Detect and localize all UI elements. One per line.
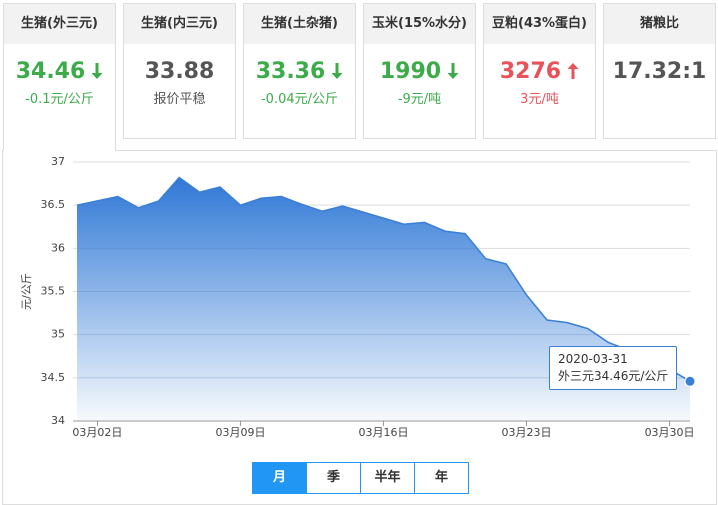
y-tick-label: 35.5 — [41, 285, 66, 298]
y-tick-label: 37 — [51, 155, 65, 168]
arrow-shape — [331, 63, 343, 79]
card-change: -0.04元/公斤 — [260, 92, 339, 107]
trend-arrow — [447, 63, 459, 79]
price-card[interactable]: 生猪(土杂猪) 33.36 -0.04元/公斤 — [243, 3, 356, 139]
x-tick-label: 03月09日 — [215, 426, 265, 439]
arrow-shape — [91, 63, 103, 79]
x-tick-label: 03月02日 — [72, 426, 122, 439]
card-title: 生猪(内三元) — [124, 4, 235, 44]
line — [76, 176, 691, 382]
price-card[interactable]: 豆粕(43%蛋白) 3276 3元/吨 — [483, 3, 596, 139]
tooltip: 2020-03-31 外三元34.46元/公斤 — [549, 346, 678, 390]
arrow-shape — [567, 63, 579, 79]
price-value: 1990 — [379, 59, 442, 84]
card-price: 33.88 — [124, 58, 235, 86]
y-tick-label: 36.5 — [41, 198, 66, 211]
x-tick-label: 03月23日 — [502, 426, 552, 439]
card-title: 豆粕(43%蛋白) — [484, 4, 595, 44]
y-tick-label: 34 — [51, 414, 65, 427]
range-tab[interactable]: 半年 — [360, 463, 414, 493]
card-change: -0.1元/公斤 — [25, 92, 94, 107]
card-title: 玉米(15%水分) — [364, 4, 475, 44]
card-price: 3276 — [484, 58, 595, 86]
price-card[interactable]: 生猪(外三元) 34.46 -0.1元/公斤 — [3, 3, 116, 151]
price-card[interactable]: 玉米(15%水分) 1990 -9元/吨 — [363, 3, 476, 139]
y-tick-label: 35 — [51, 328, 65, 341]
area — [77, 177, 690, 421]
price-card[interactable]: 猪粮比 17.32:1 — [603, 3, 716, 139]
card-change: 报价平稳 — [153, 92, 206, 107]
card-price: 17.32:1 — [604, 58, 715, 86]
point-marker — [684, 375, 696, 387]
card-price: 34.46 — [4, 58, 115, 86]
tooltip-text: 外三元34.46元/公斤 — [558, 369, 669, 383]
x-tick-label: 03月30日 — [645, 426, 695, 439]
y-tick-label: 34.5 — [41, 371, 66, 384]
card-change: 3元/吨 — [520, 92, 559, 107]
card-title: 生猪(土杂猪) — [244, 4, 355, 44]
chart: 34 34.5 35 35.5 36 36.5 37 元/公斤 03月02日 03月09日 03月1… — [20, 155, 696, 439]
range-tab[interactable]: 月 — [253, 463, 306, 493]
range-tabs: 月季半年年 — [252, 462, 469, 494]
y-tick-label: 36 — [51, 241, 65, 254]
price-value: 17.32:1 — [612, 59, 707, 84]
price-value: 3276 — [499, 59, 562, 84]
price-value: 33.36 — [255, 59, 326, 84]
range-tab[interactable]: 年 — [414, 463, 468, 493]
card-title: 猪粮比 — [604, 4, 715, 44]
trend-arrow — [567, 63, 579, 79]
card-price: 1990 — [364, 58, 475, 86]
price-card[interactable]: 生猪(内三元) 33.88 报价平稳 — [123, 3, 236, 139]
trend-arrow — [331, 63, 343, 79]
card-change: -9元/吨 — [397, 92, 442, 107]
price-value: 33.88 — [144, 59, 215, 84]
card-title: 生猪(外三元) — [4, 4, 115, 44]
chart-panel: 34 34.5 35 35.5 36 36.5 37 元/公斤 03月02日 03月09日 03月1… — [2, 150, 717, 505]
price-value: 34.46 — [15, 59, 86, 84]
range-tab[interactable]: 季 — [306, 463, 360, 493]
y-axis-label: 元/公斤 — [20, 273, 33, 310]
arrow-shape — [447, 63, 459, 79]
card-price: 33.36 — [244, 58, 355, 86]
trend-arrow — [91, 63, 103, 79]
tooltip-date: 2020-03-31 — [558, 352, 628, 366]
x-tick-label: 03月16日 — [359, 426, 409, 439]
